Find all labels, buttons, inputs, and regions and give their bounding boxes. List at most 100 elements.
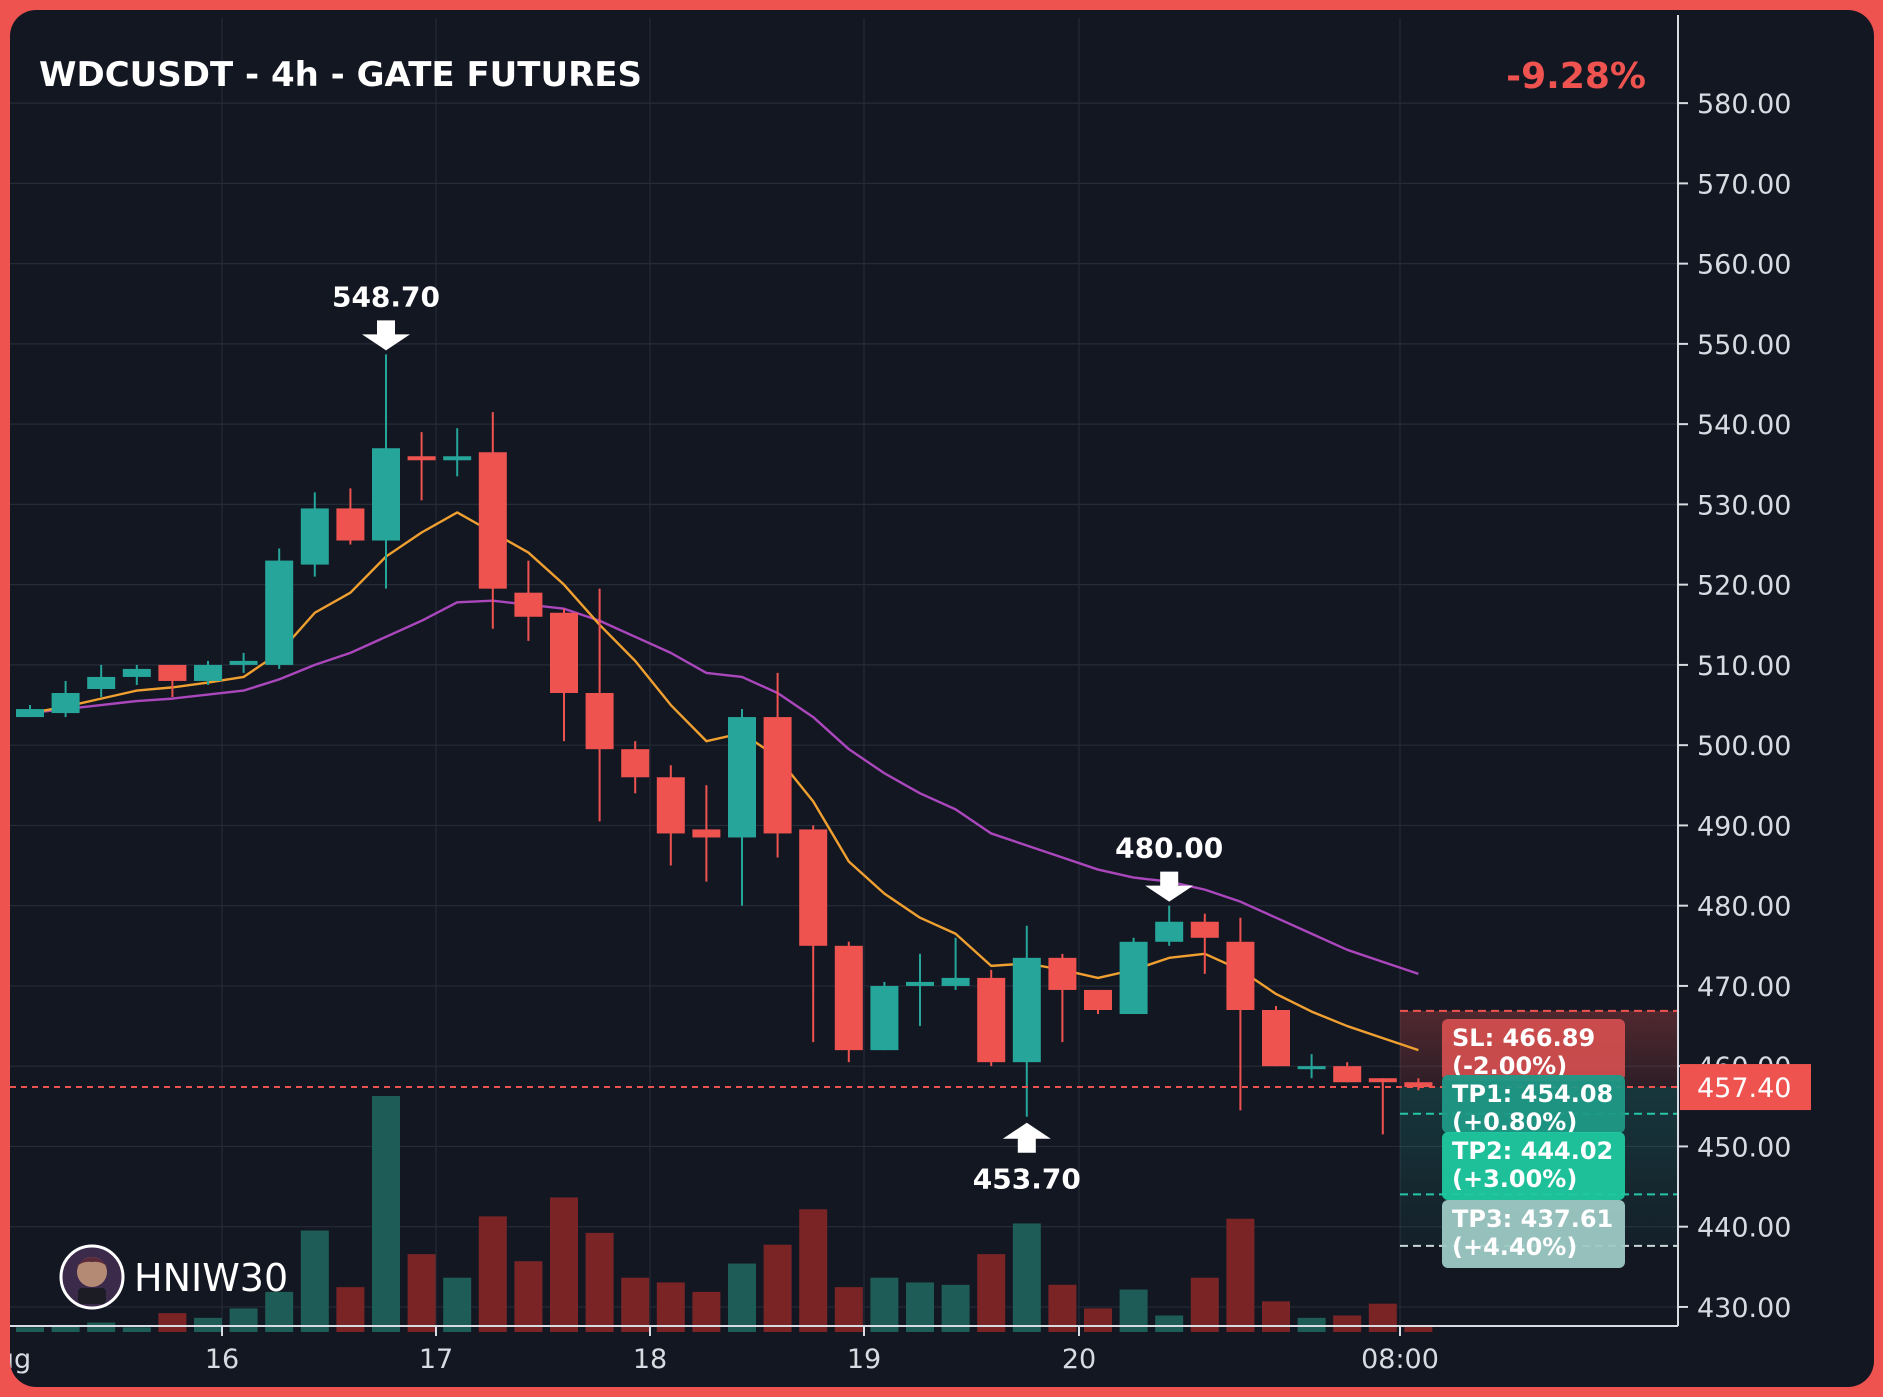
- current-price-badge: [1680, 1064, 1811, 1111]
- candle-body: [692, 829, 721, 838]
- level-label-box: [1442, 1019, 1625, 1081]
- candle-body: [799, 829, 828, 946]
- price-tick-label: 510.00: [1697, 651, 1791, 682]
- candle-body: [1119, 941, 1148, 1015]
- candle-body: [1297, 1066, 1326, 1070]
- candle: [621, 741, 650, 794]
- volume-bar: [443, 1277, 472, 1332]
- level-label-percent: (+4.40%): [1452, 1233, 1577, 1261]
- time-tick-label: ug: [10, 1344, 31, 1375]
- price-tick-label: 540.00: [1697, 410, 1791, 441]
- volume-bar: [550, 1197, 578, 1332]
- candle-body: [1333, 1066, 1362, 1083]
- time-tick-label: 16: [205, 1344, 239, 1375]
- candle-body: [1368, 1078, 1397, 1083]
- volume-bar: [621, 1277, 650, 1332]
- price-tick-label: 470.00: [1697, 972, 1791, 1003]
- candle: [443, 428, 472, 477]
- candle: [763, 672, 792, 858]
- candle-body: [514, 592, 543, 617]
- volume-bar: [799, 1209, 828, 1332]
- price-tick-label: 450.00: [1697, 1132, 1791, 1163]
- candle-body: [1226, 941, 1255, 1011]
- candle-body: [158, 664, 187, 681]
- volume-bar: [478, 1216, 507, 1332]
- candle-body: [443, 456, 472, 461]
- candle: [977, 969, 1006, 1067]
- candle-body: [550, 612, 578, 693]
- candle-body: [51, 693, 80, 714]
- candle-body: [265, 560, 294, 665]
- level-label-tp1: TP1: 454.08(+0.80%): [1442, 1075, 1625, 1136]
- volume-bar: [941, 1284, 970, 1332]
- level-label-tp2: TP2: 444.02(+3.00%): [1442, 1132, 1625, 1200]
- watermark: HNIW30: [59, 1244, 288, 1310]
- time-tick-label: 20: [1062, 1344, 1096, 1375]
- level-label-value: TP3: 437.61: [1452, 1205, 1613, 1233]
- volume-bar: [122, 1327, 151, 1332]
- candle: [87, 664, 116, 698]
- price-annotation: 480.00: [1115, 832, 1223, 902]
- volume-bar: [194, 1317, 222, 1332]
- candle: [799, 825, 828, 1043]
- arrow-down-icon: [1145, 871, 1194, 902]
- candle-body: [122, 668, 151, 677]
- volume-bar: [1226, 1218, 1255, 1332]
- price-tick-label: 500.00: [1697, 731, 1791, 762]
- candle-body: [870, 985, 899, 1051]
- price-tick-label: 560.00: [1697, 250, 1791, 281]
- volume-bar: [87, 1322, 116, 1332]
- volume-bar: [1262, 1301, 1290, 1332]
- volume-bar: [834, 1287, 863, 1332]
- volume-bar: [906, 1282, 934, 1332]
- candle-body: [621, 749, 650, 778]
- candle: [941, 937, 970, 990]
- price-chart: 548.70 453.70 480.00 SL: 466.89(-2.00%)TP1:…: [10, 15, 1811, 1375]
- volume-bar: [656, 1282, 685, 1332]
- volume-bar: [977, 1254, 1006, 1332]
- volume-bar: [229, 1308, 258, 1332]
- price-tick-label: 550.00: [1697, 330, 1791, 361]
- avatar-face: [77, 1257, 107, 1287]
- candle-body: [728, 717, 756, 838]
- candle: [1155, 905, 1184, 946]
- price-tick-label: 480.00: [1697, 892, 1791, 923]
- price-tick-label: 430.00: [1697, 1293, 1791, 1324]
- chart-frame: 548.70 453.70 480.00 SL: 466.89 (-2.00%) TP1:…: [10, 10, 1874, 1387]
- candle: [1226, 917, 1255, 1111]
- price-tick-label: 440.00: [1697, 1213, 1791, 1244]
- volume-bar: [372, 1096, 400, 1332]
- candle: [870, 981, 899, 1051]
- level-label-box: [1442, 1200, 1625, 1268]
- time-tick-label: 19: [847, 1344, 881, 1375]
- price-tick-label: 580.00: [1697, 89, 1791, 120]
- candle: [300, 492, 329, 577]
- price-tick-label: 520.00: [1697, 571, 1791, 602]
- candle: [514, 560, 543, 641]
- candle-body: [372, 448, 400, 541]
- level-label-tp3: TP3: 437.61(+4.40%): [1442, 1200, 1625, 1268]
- candle: [906, 953, 934, 1027]
- level-label-box: [1442, 1132, 1625, 1200]
- candle: [229, 652, 258, 673]
- volume-bar: [51, 1324, 80, 1332]
- candle: [158, 664, 187, 698]
- time-tick-label: 08:00: [1361, 1344, 1439, 1375]
- volume-bar: [763, 1244, 792, 1332]
- candle-body: [585, 693, 614, 750]
- candle-body: [478, 452, 507, 589]
- volume-bar: [728, 1263, 756, 1332]
- candle: [1262, 1005, 1290, 1067]
- candle-body: [763, 717, 792, 834]
- candle-body: [1012, 957, 1041, 1063]
- candle: [16, 705, 44, 718]
- candle: [1404, 1078, 1433, 1091]
- price-tick-label: 570.00: [1697, 169, 1791, 200]
- candle: [407, 432, 436, 501]
- volume-bars: [16, 1096, 1433, 1332]
- candles: [16, 354, 1433, 1135]
- avatar-shirt: [78, 1288, 106, 1304]
- candle: [1119, 937, 1148, 1015]
- candle-body: [941, 977, 970, 986]
- level-label-percent: (+0.80%): [1452, 1108, 1577, 1136]
